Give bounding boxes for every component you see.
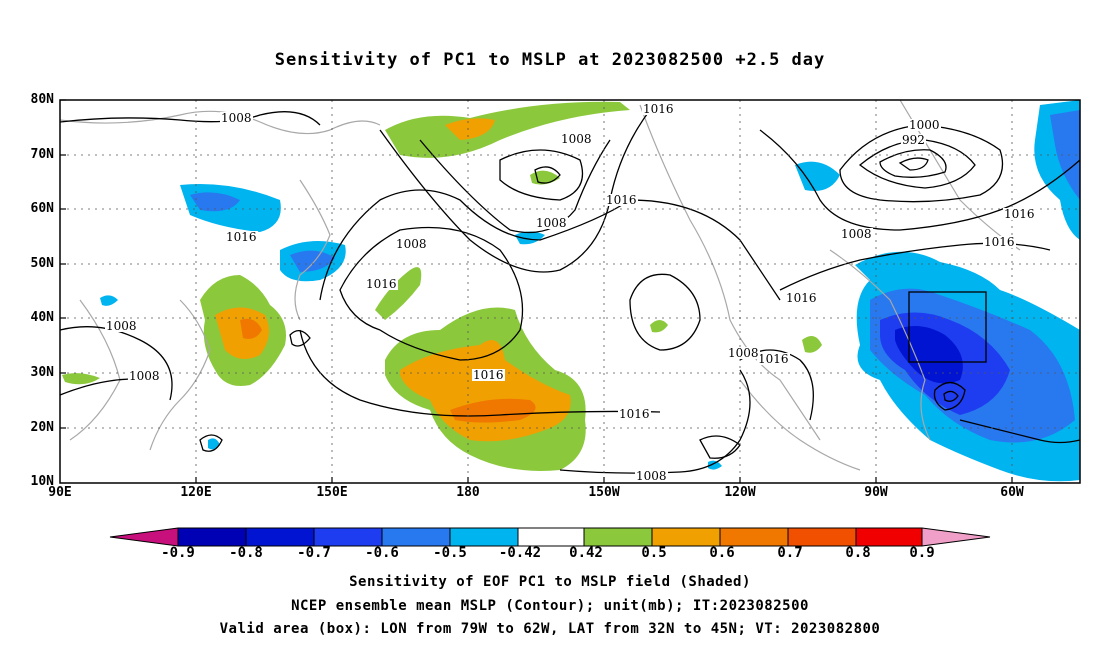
lon-label-120e: 120E <box>180 485 212 500</box>
lat-label-10n: 10N <box>30 474 54 489</box>
contour-label: 1016 <box>642 102 675 116</box>
contour-label: 1000 <box>908 118 941 132</box>
lon-label-90e: 90E <box>48 485 72 500</box>
lat-label-30n: 30N <box>30 365 54 380</box>
contour-label: 1016 <box>983 235 1016 249</box>
axis-ticks <box>60 99 1013 483</box>
negative-sensitivity-areas <box>100 100 1080 482</box>
colorbar-swatch <box>450 528 518 546</box>
lat-label-50n: 50N <box>30 256 54 271</box>
lon-label-150w: 150W <box>588 485 620 500</box>
lat-label-60n: 60N <box>30 201 54 216</box>
colorbar-swatch <box>518 528 584 546</box>
colorbar-label: -0.9 <box>161 545 195 561</box>
lon-label-90w: 90W <box>864 485 888 500</box>
colorbar-label: -0.8 <box>229 545 263 561</box>
caption-line-3: Valid area (box): LON from 79W to 62W, L… <box>219 621 881 637</box>
contour-label: 1008 <box>727 346 760 360</box>
colorbar-label: -0.42 <box>498 545 542 561</box>
contour-label: 1008 <box>560 132 593 146</box>
contour-label: 1016 <box>472 368 505 382</box>
lon-label-150e: 150E <box>316 485 348 500</box>
colorbar-swatch <box>788 528 856 546</box>
contour-label: 1008 <box>395 237 428 251</box>
lat-label-70n: 70N <box>30 147 54 162</box>
lat-label-40n: 40N <box>30 310 54 325</box>
caption-line-1: Sensitivity of EOF PC1 to MSLP field (Sh… <box>349 574 751 590</box>
contour-label: 992 <box>901 133 926 147</box>
chart-title: Sensitivity of PC1 to MSLP at 2023082500… <box>274 50 826 70</box>
lon-label-120w: 120W <box>724 485 756 500</box>
lat-label-80n: 80N <box>30 92 54 107</box>
valid-area-box <box>908 291 987 363</box>
colorbar-swatch <box>382 528 450 546</box>
colorbar-swatch <box>178 528 246 546</box>
colorbar <box>109 527 991 547</box>
contour-label: 1008 <box>105 319 138 333</box>
colorbar-label: -0.7 <box>297 545 331 561</box>
colorbar-label: -0.6 <box>365 545 399 561</box>
contour-label: 1016 <box>225 230 258 244</box>
colorbar-swatch <box>652 528 720 546</box>
lat-label-20n: 20N <box>30 420 54 435</box>
colorbar-label: -0.5 <box>433 545 467 561</box>
contour-label: 1016 <box>605 193 638 207</box>
colorbar-label: 0.8 <box>845 545 871 561</box>
colorbar-label: 0.9 <box>909 545 935 561</box>
lon-label-180: 180 <box>456 485 480 500</box>
contour-label: 1008 <box>840 227 873 241</box>
mslp-contours <box>60 109 1080 474</box>
caption-line-2: NCEP ensemble mean MSLP (Contour); unit(… <box>291 598 809 614</box>
colorbar-label: 0.7 <box>777 545 803 561</box>
lon-label-60w: 60W <box>1000 485 1024 500</box>
contour-label: 1016 <box>365 277 398 291</box>
colorbar-pos-end <box>922 528 990 546</box>
colorbar-swatch <box>314 528 382 546</box>
contour-label: 1008 <box>535 216 568 230</box>
graticule <box>60 100 1080 483</box>
contour-label: 1016 <box>1003 207 1036 221</box>
contour-label: 1008 <box>635 469 668 483</box>
colorbar-swatch <box>720 528 788 546</box>
contour-label: 1016 <box>757 352 790 366</box>
colorbar-label: 0.6 <box>709 545 735 561</box>
contour-label: 1016 <box>785 291 818 305</box>
colorbar-swatch <box>856 528 922 546</box>
colorbar-swatch <box>246 528 314 546</box>
colorbar-label: 0.42 <box>569 545 603 561</box>
contour-label: 1008 <box>220 111 253 125</box>
colorbar-neg-end <box>110 528 178 546</box>
map-frame <box>59 99 1081 484</box>
colorbar-label: 0.5 <box>641 545 667 561</box>
contour-label: 1008 <box>128 369 161 383</box>
contour-label: 1016 <box>618 407 651 421</box>
colorbar-swatch <box>584 528 652 546</box>
